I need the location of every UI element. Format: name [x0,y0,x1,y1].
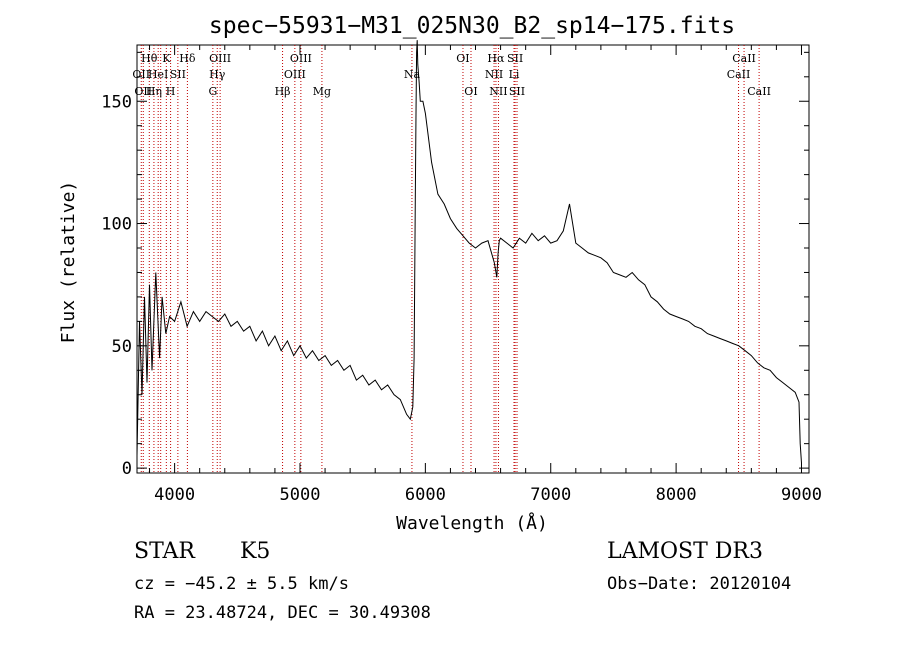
line-label: Hα [487,52,505,65]
y-tick-label: 0 [122,459,132,479]
line-label: CaII [727,68,751,81]
axis-ticks [137,45,809,473]
line-label: OIII [209,52,231,65]
spectral-line-labels: OII OII Hθ Hη HeI K H SII Hδ G Hγ OIII Hβ OIII OIII Mg N… [132,52,771,98]
x-tick-label: 5000 [280,485,321,505]
line-label: OIII [284,68,306,81]
y-tick-label: 100 [101,215,132,235]
redshift-cz: cz = −45.2 ± 5.5 km/s [134,574,349,594]
line-label: SII [509,85,525,98]
line-label: NII [485,68,503,81]
line-label: OI [464,85,477,98]
line-label: SII [507,52,523,65]
x-axis-label: Wavelength (Å) [396,512,548,534]
plot-frame [136,44,810,474]
spectrum-line [136,40,802,464]
object-class: STAR [134,539,195,564]
chart-title: spec−55931−M31_025N30_B2_sp14−175.fits [209,13,735,39]
line-label: CaII [732,52,756,65]
line-label: Hδ [179,52,196,65]
x-tick-label: 9000 [781,485,822,505]
line-label: Hβ [275,85,291,98]
line-label: K [162,52,171,65]
line-label: G [208,85,217,98]
x-tick-label: 8000 [656,485,697,505]
line-label: OII [134,85,152,98]
x-tick-label: 7000 [530,485,571,505]
ra-dec-coordinates: RA = 23.48724, DEC = 30.49308 [134,603,431,623]
x-tick-label: 4000 [154,485,195,505]
line-label: OI [456,52,469,65]
line-label: Li [509,68,520,81]
spectral-subclass: K5 [240,539,271,564]
line-label: NII [489,85,507,98]
x-tick-label: 6000 [405,485,446,505]
y-tick-label: 50 [112,337,132,357]
line-label: Hθ [141,52,158,65]
line-label: CaII [747,85,771,98]
y-tick-label: 150 [101,92,132,112]
line-label: Mg [313,85,331,98]
line-label: SII [170,68,186,81]
survey-name: LAMOST DR3 [607,539,763,564]
y-tick-labels: 0 50 100 150 [101,92,132,479]
line-label: HeI [148,68,168,81]
y-axis-label: Flux (relative) [58,181,79,344]
line-label: OIII [290,52,312,65]
line-label: Hγ [209,68,226,81]
spectral-line-markers [140,45,760,473]
line-label: Hη [146,85,162,98]
line-label: H [166,85,176,98]
x-tick-labels: 4000 5000 6000 7000 8000 9000 [154,485,822,505]
line-label: OII [132,68,150,81]
observation-date: Obs−Date: 20120104 [607,574,792,594]
